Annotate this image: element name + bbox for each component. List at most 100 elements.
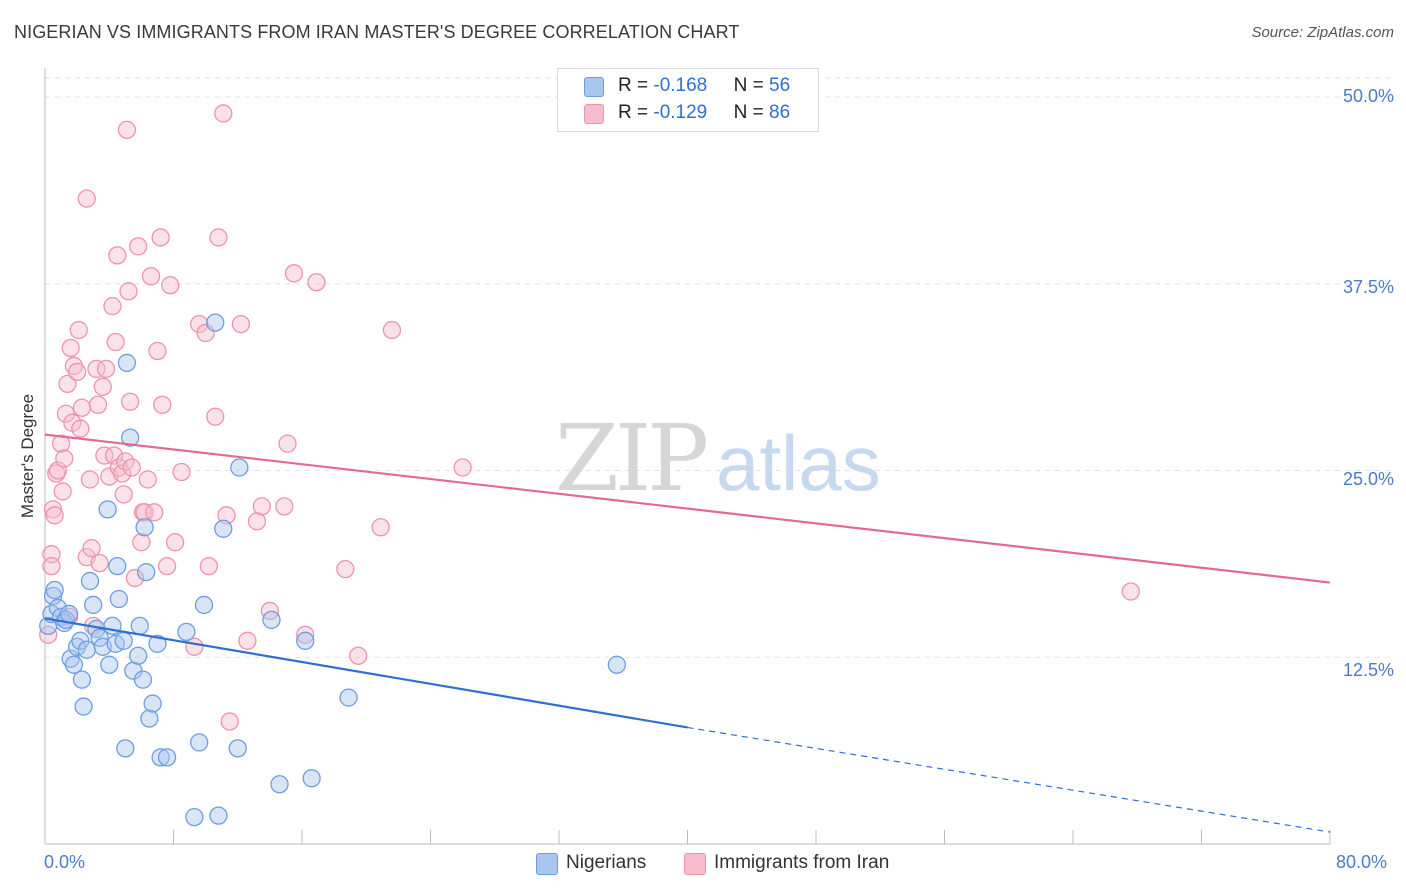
- iran-point: [117, 120, 137, 140]
- nigerian-point: [100, 655, 119, 674]
- iran-point: [93, 377, 112, 396]
- r-label: R =: [618, 75, 654, 96]
- nigerian-point: [177, 622, 196, 642]
- iran-point: [165, 533, 185, 552]
- nigerian-point: [270, 775, 289, 794]
- nigerian-point: [64, 655, 84, 674]
- iran-point: [53, 482, 72, 501]
- nigerian-point: [98, 500, 117, 519]
- y-tick-label: 25.0%: [1342, 469, 1394, 489]
- iran-point: [307, 273, 326, 292]
- zipatlas-watermark: ZIP atlas: [555, 405, 881, 512]
- nigerian-point: [117, 353, 137, 373]
- r-value-nigerians: -0.168: [653, 75, 708, 96]
- nigerian-point: [120, 428, 140, 447]
- iran-point: [148, 341, 167, 361]
- nigerian-point: [607, 655, 626, 674]
- iran-point: [71, 419, 90, 438]
- iran-point: [284, 264, 304, 283]
- nigerian-point: [114, 631, 133, 650]
- iran-point: [114, 485, 133, 504]
- iran-point: [55, 449, 74, 468]
- iran-point: [87, 359, 106, 379]
- iran-point: [172, 462, 191, 482]
- nigerian-point: [74, 697, 93, 716]
- iran-point: [278, 434, 297, 453]
- nigerian-point: [84, 595, 103, 615]
- r-value-iran: -0.129: [653, 102, 708, 123]
- iran-point: [220, 712, 239, 731]
- nigerian-point: [108, 556, 127, 576]
- iran-point: [153, 395, 172, 414]
- nigerian-point: [140, 709, 159, 728]
- iran-point: [135, 503, 154, 522]
- grid-lines: [45, 77, 1390, 658]
- iran-point: [51, 434, 71, 453]
- nigerian-point: [133, 670, 153, 689]
- nigerian-point: [71, 631, 90, 650]
- nigerian-point: [137, 562, 156, 582]
- nigerian-point: [157, 748, 177, 767]
- iran-point: [132, 533, 151, 552]
- legend-blue-swatch: [536, 853, 558, 875]
- nigerian-point: [302, 769, 321, 788]
- iran-point: [252, 497, 271, 516]
- iran-point: [238, 631, 257, 650]
- iran-point: [120, 392, 140, 411]
- nigerian-point: [72, 670, 92, 689]
- iran-point: [95, 446, 114, 465]
- y-axis-label: Master's Degree: [18, 393, 37, 519]
- nigerian-point: [209, 806, 228, 825]
- nigerian-point: [214, 519, 233, 538]
- iran-point: [67, 362, 87, 382]
- nigerian-point: [135, 518, 154, 537]
- trendlines: [44, 433, 1331, 833]
- iran-point: [382, 320, 402, 340]
- iran-point: [151, 228, 170, 247]
- chart-title: NIGERIAN VS IMMIGRANTS FROM IRAN MASTER'…: [14, 22, 740, 42]
- iran-point: [45, 506, 64, 525]
- iran-point: [138, 470, 157, 489]
- iran-point: [82, 539, 101, 558]
- legend-label-iran: Immigrants from Iran: [714, 852, 890, 873]
- iran-point: [185, 637, 204, 656]
- iran-point: [104, 446, 124, 465]
- nigerian-point: [190, 733, 209, 752]
- iran-point: [72, 398, 92, 417]
- nigerian-point: [228, 739, 247, 758]
- legend-item-nigerians[interactable]: Nigerians: [536, 852, 676, 878]
- iran-point: [217, 506, 236, 525]
- iran-point: [453, 458, 472, 477]
- iran-point: [125, 568, 145, 588]
- nigerian-point: [109, 589, 129, 609]
- iran-point: [61, 338, 80, 358]
- iran-point: [96, 359, 116, 379]
- nigerian-point: [59, 604, 79, 624]
- iran-point: [77, 189, 96, 208]
- iran-point: [119, 282, 138, 301]
- iran-point: [106, 332, 125, 352]
- x-tick-min: 0.0%: [44, 852, 86, 872]
- x-axis-ticks: [44, 830, 1331, 844]
- nigerian-point: [148, 634, 167, 653]
- watermark-atlas: atlas: [716, 419, 881, 507]
- nigerian-point: [143, 694, 162, 713]
- iran-point: [88, 395, 108, 414]
- iran-point: [103, 297, 122, 316]
- iran-point: [145, 503, 164, 522]
- iran-point: [199, 556, 218, 576]
- iran-point: [80, 470, 100, 489]
- legend-label-nigerians: Nigerians: [566, 852, 647, 873]
- iran-point: [122, 458, 141, 477]
- legend-item-iran[interactable]: Immigrants from Iran: [684, 852, 924, 878]
- nigerian-point: [80, 571, 100, 591]
- y-tick-label: 12.5%: [1342, 660, 1394, 680]
- iran-point: [129, 237, 148, 256]
- iran-point: [190, 314, 209, 334]
- n-value-iran: 86: [769, 102, 791, 123]
- nigerian-point: [230, 458, 249, 477]
- nigerian-point: [194, 595, 214, 615]
- pink-swatch: [584, 104, 604, 124]
- nigerian-point: [129, 646, 148, 665]
